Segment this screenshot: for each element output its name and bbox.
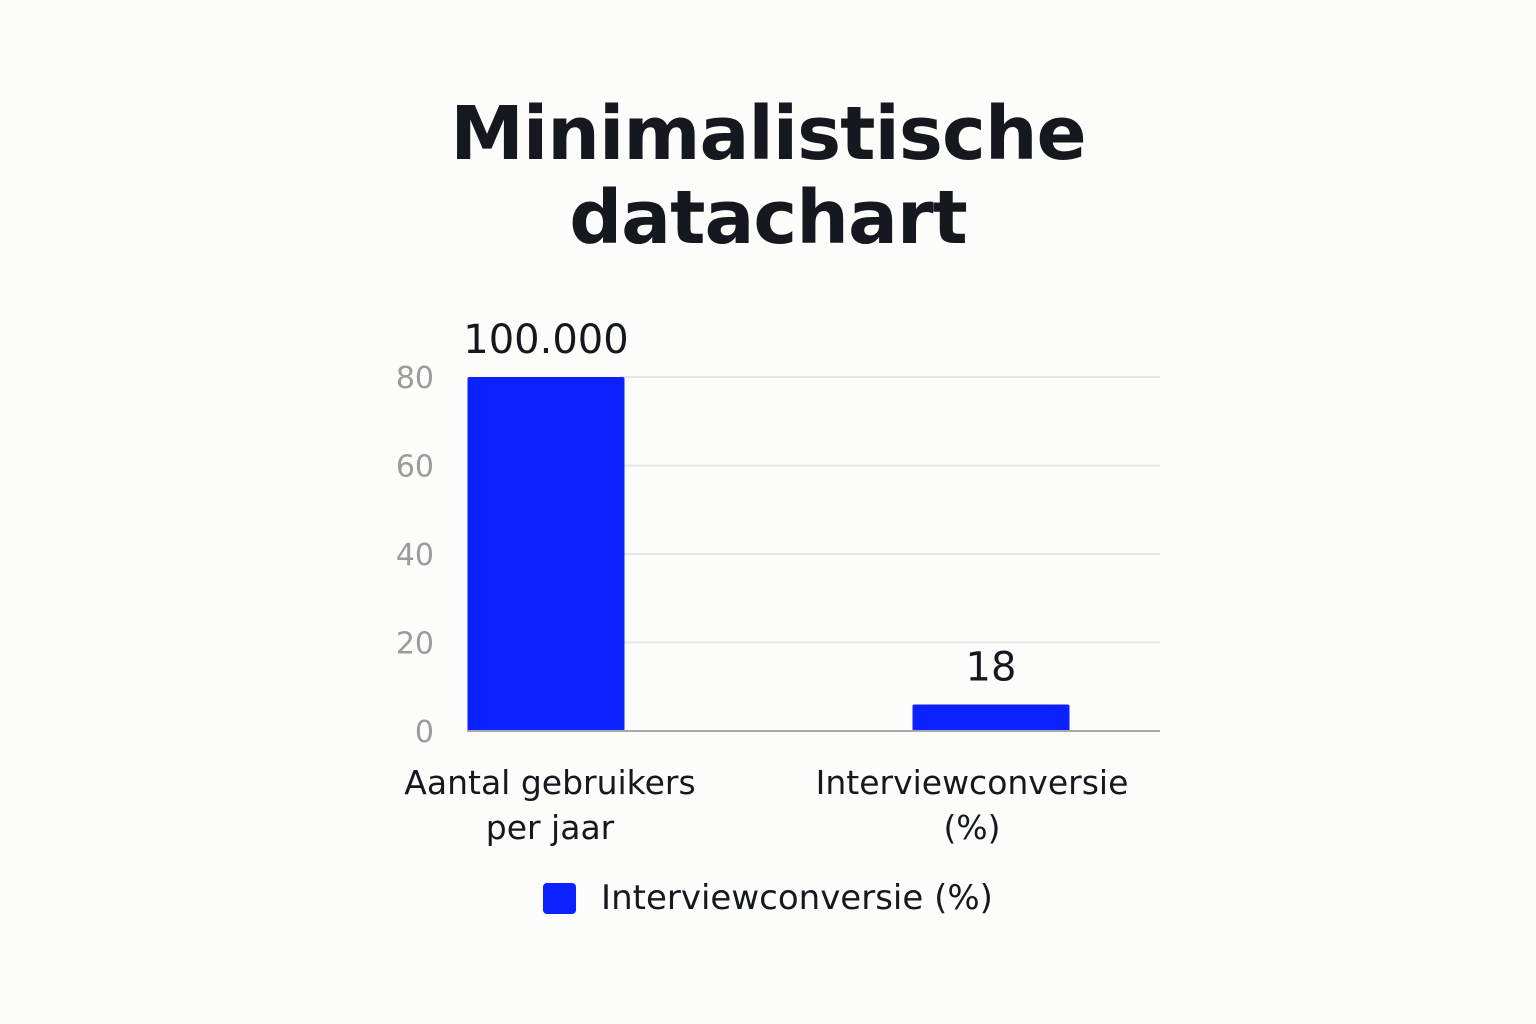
bar-data-label: 100.000 (463, 317, 628, 363)
chart-title: Minimalistische datachart (0, 92, 1536, 260)
x-category-label-line: Aantal gebruikers (404, 763, 695, 802)
y-tick-label: 80 (396, 361, 434, 396)
x-category-label: Interviewconversie (%) (816, 763, 1129, 847)
legend: Interviewconversie (%) (0, 878, 1536, 918)
chart-title-line-1: Minimalistische (450, 91, 1086, 177)
chart-title-line-2: datachart (569, 175, 968, 261)
y-tick-label: 60 (396, 450, 434, 485)
legend-label: Interviewconversie (%) (601, 878, 993, 918)
bar-data-label: 18 (966, 644, 1017, 690)
y-tick-label: 0 (415, 715, 434, 750)
x-category-label-line: Interviewconversie (816, 763, 1129, 802)
x-category-label-line: per jaar (486, 808, 615, 847)
y-tick-label: 40 (396, 538, 434, 573)
bar (467, 377, 625, 731)
x-category-label: Aantal gebruikers per jaar (404, 763, 695, 847)
bar (912, 704, 1070, 731)
y-tick-label: 20 (396, 627, 434, 662)
legend-swatch (543, 882, 577, 914)
x-category-label-line: (%) (943, 808, 1000, 847)
